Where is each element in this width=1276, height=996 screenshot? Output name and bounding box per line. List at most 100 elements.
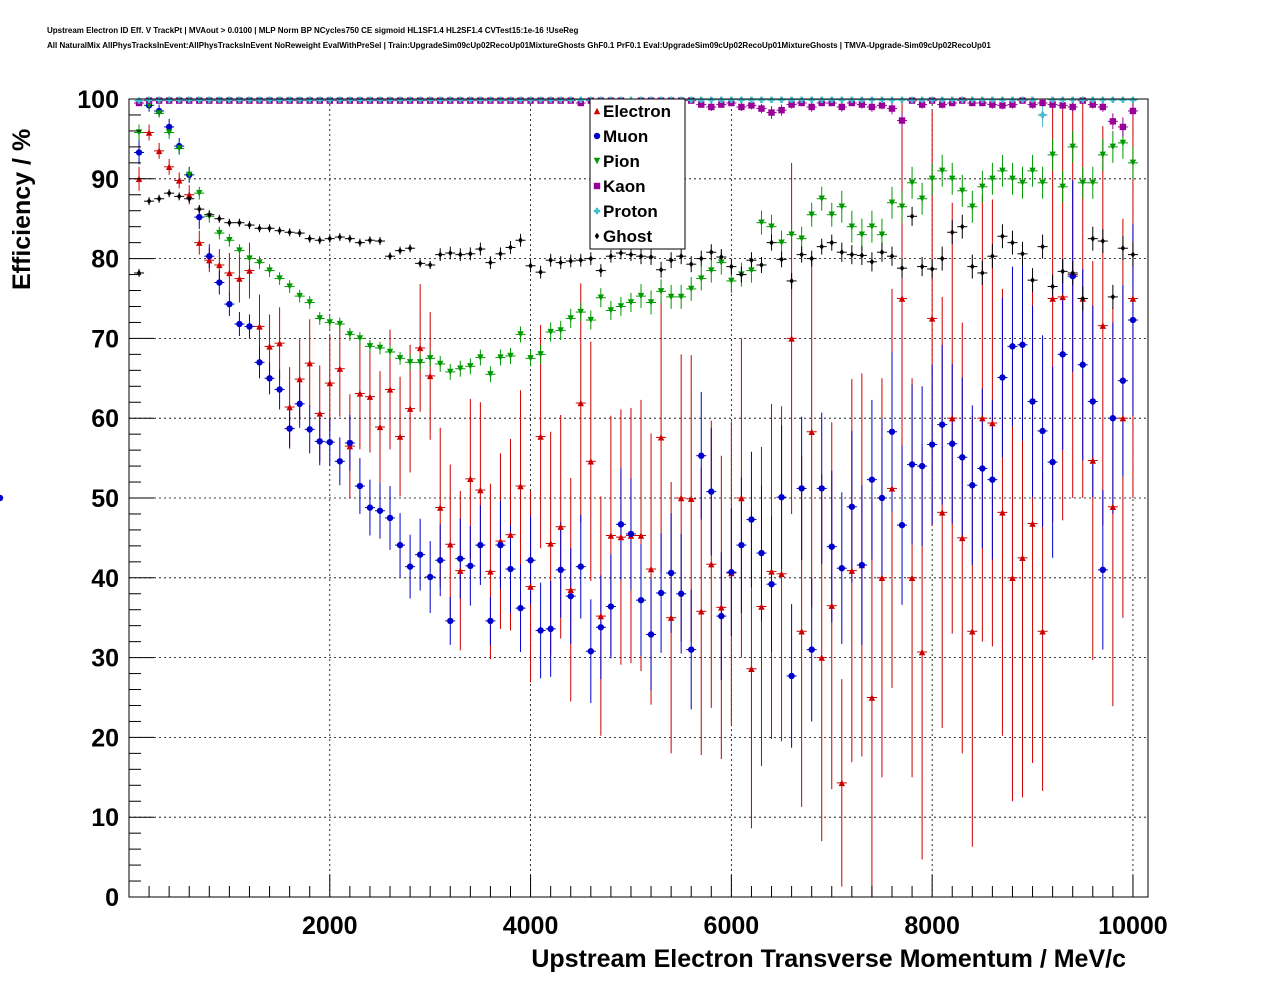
muon-point	[587, 648, 595, 655]
pion-point	[426, 355, 434, 362]
pion-point	[356, 335, 364, 342]
legend-label-kaon: Kaon	[603, 177, 646, 196]
kaon-point	[758, 105, 765, 112]
kaon-point	[868, 103, 876, 111]
electron-point	[1009, 574, 1016, 581]
proton-point	[175, 96, 183, 103]
electron-point	[336, 365, 344, 372]
muon-point	[196, 213, 203, 221]
proton-point	[567, 96, 574, 103]
pion-point	[728, 277, 735, 285]
electron-point	[597, 612, 605, 620]
electron-point	[326, 379, 333, 387]
muon-point	[989, 476, 996, 483]
proton-point	[738, 96, 745, 103]
kaon-point	[748, 102, 755, 109]
ghost-point	[699, 255, 704, 262]
electron-point	[818, 654, 825, 661]
pion-point	[336, 320, 344, 328]
pion-point	[868, 223, 876, 230]
ghost-point	[1130, 251, 1136, 258]
muon-point	[698, 452, 705, 459]
pion-point	[637, 292, 645, 300]
ghost-point	[608, 253, 614, 260]
ghost-point	[960, 223, 965, 230]
ghost-point	[598, 267, 604, 274]
muon-point	[1009, 343, 1016, 350]
electron-point	[1059, 293, 1066, 301]
muon-point	[457, 555, 464, 562]
electron-point	[276, 339, 283, 347]
proton-point	[1109, 96, 1117, 103]
ghost-point	[980, 269, 985, 277]
ghost-point	[176, 193, 182, 200]
ghost-point	[829, 239, 834, 246]
ghost-point	[227, 219, 232, 226]
electron-point	[517, 482, 524, 490]
proton-point	[848, 96, 856, 103]
pion-point	[1029, 167, 1036, 175]
pion-point	[537, 351, 544, 358]
ghost-point	[688, 260, 694, 268]
ghost-point	[347, 235, 353, 242]
y-tick-label: 60	[91, 405, 119, 433]
proton-point	[165, 96, 173, 103]
ghost-legend-marker	[594, 232, 600, 240]
kaon-point	[808, 103, 815, 111]
proton-point	[135, 97, 143, 104]
pion-point	[587, 316, 595, 324]
ghost-point	[779, 256, 784, 263]
muon-point	[577, 563, 584, 570]
legend-label-ghost: Ghost	[603, 227, 652, 246]
ghost-point	[136, 269, 142, 277]
electron-point	[637, 532, 645, 539]
y-tick-label: 90	[91, 166, 119, 194]
electron-point	[918, 648, 926, 656]
muon-point	[718, 612, 725, 620]
electron-point	[507, 531, 514, 538]
ghost-point	[307, 235, 312, 242]
pion-point	[999, 167, 1006, 175]
proton-point	[396, 96, 404, 103]
electron-point	[708, 561, 715, 568]
kaon-point	[999, 102, 1006, 109]
pion-point	[186, 171, 193, 179]
electron-point	[698, 608, 705, 615]
data-markers	[0, 96, 1137, 787]
muon-point	[406, 563, 414, 570]
pion-point	[416, 359, 424, 366]
ghost-point	[538, 268, 543, 276]
kaon-point	[1109, 118, 1117, 125]
y-tick-label: 80	[91, 246, 119, 274]
kaon-point	[858, 101, 866, 108]
ghost-point	[397, 247, 403, 254]
pion-point	[768, 223, 775, 230]
muon-legend-marker	[593, 132, 601, 140]
ghost-point	[207, 211, 212, 218]
pion-point	[818, 195, 825, 202]
muon-point	[607, 603, 615, 610]
ghost-point	[478, 245, 483, 253]
ghost-point	[257, 225, 262, 232]
electron-point	[386, 386, 394, 393]
ghost-point	[407, 245, 413, 252]
pion-point	[798, 235, 805, 242]
proton-point	[788, 96, 795, 103]
proton-point	[467, 96, 474, 103]
muon-point	[868, 476, 876, 483]
muon-point	[266, 375, 273, 382]
electron-point	[848, 567, 856, 574]
ghost-point	[929, 265, 935, 273]
ghost-point	[628, 251, 634, 258]
electron-point	[868, 694, 876, 701]
muon-point	[788, 672, 795, 680]
ghost-point	[939, 255, 945, 262]
kaon-point	[1009, 101, 1016, 108]
muon-point	[467, 562, 474, 570]
proton-point	[1079, 96, 1086, 103]
pion-point	[346, 331, 354, 338]
electron-point	[688, 495, 695, 502]
pion-point	[306, 299, 313, 306]
proton-point	[557, 96, 564, 103]
